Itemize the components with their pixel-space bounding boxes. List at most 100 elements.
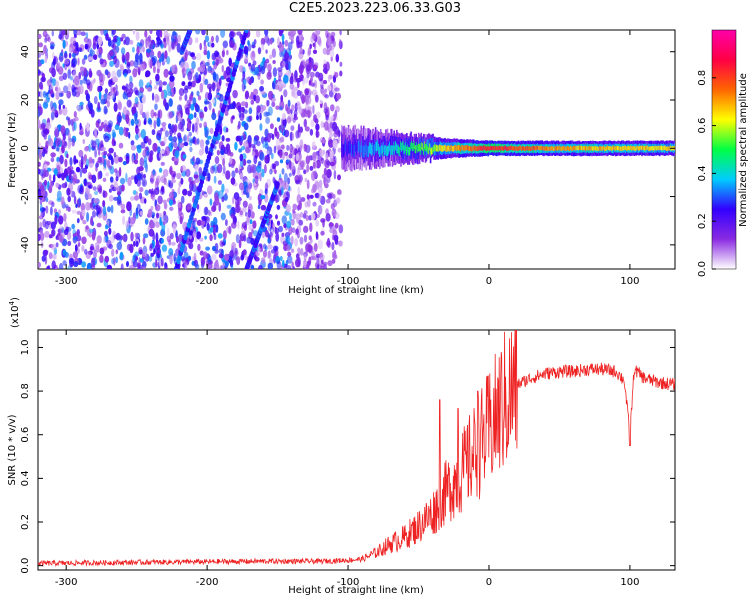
spectrogram-carrier-cell xyxy=(341,143,344,157)
spectrogram-noise-cell xyxy=(214,156,220,165)
spectrogram-noise-cell xyxy=(85,93,90,102)
spectrogram-noise-cell xyxy=(164,50,168,60)
spectrogram-noise-cell xyxy=(249,219,253,225)
spectrogram-noise-cell xyxy=(308,155,311,162)
spectrogram-noise-cell xyxy=(199,63,206,73)
y-tick-label: -20 xyxy=(20,188,31,204)
spectrogram-noise-cell xyxy=(263,243,267,250)
spectrogram-carrier-cell xyxy=(347,140,350,154)
spectrogram-carrier-cell xyxy=(600,146,603,151)
spectrogram-noise-cell xyxy=(107,206,111,213)
spectrogram-noise-cell xyxy=(300,248,304,256)
spectrogram-noise-cell xyxy=(211,98,216,104)
spectrogram-noise-cell xyxy=(158,80,163,90)
spectrogram-carrier-cell xyxy=(536,145,538,151)
spectrogram-noise-cell xyxy=(221,196,225,203)
spectrogram-noise-cell xyxy=(286,265,292,269)
spectrogram-noise-cell xyxy=(68,52,72,59)
spectrogram-noise-cell xyxy=(211,82,216,92)
spectrogram-noise-cell xyxy=(52,51,55,60)
spectrogram-noise-cell xyxy=(303,118,307,128)
spectrogram-noise-cell xyxy=(62,39,66,49)
spectrogram-noise-cell xyxy=(38,150,43,161)
spectrogram-carrier-cell xyxy=(597,146,599,151)
spectrogram-noise-cell xyxy=(108,195,114,202)
spectrogram-noise-cell xyxy=(132,68,138,78)
spectrogram-noise-cell xyxy=(339,70,343,77)
spectrogram-carrier-cell xyxy=(521,146,523,151)
spectrogram-noise-cell xyxy=(38,33,42,40)
spectrogram-carrier-cell xyxy=(421,142,423,150)
spectrogram-noise-cell xyxy=(155,73,160,82)
spectrogram-carrier-cell xyxy=(432,147,434,155)
spectrogram-carrier-cell xyxy=(560,146,563,151)
spectrogram-noise-cell xyxy=(156,117,161,127)
spectrogram-noise-cell xyxy=(87,38,92,49)
spectrogram-noise-cell xyxy=(230,177,236,185)
spectrogram-noise-cell xyxy=(290,235,294,245)
spectrogram-noise-cell xyxy=(54,126,59,131)
spectrogram-noise-cell xyxy=(275,232,280,242)
spectrogram-noise-cell xyxy=(187,71,193,81)
spectrogram-carrier-cell xyxy=(462,145,465,151)
spectrogram-carrier-cell xyxy=(632,146,635,151)
spectrogram-noise-cell xyxy=(38,119,41,129)
spectrogram-noise-cell xyxy=(198,237,204,242)
spectrogram-carrier-cell xyxy=(532,145,534,151)
spectrogram-noise-cell xyxy=(108,49,114,57)
spectrogram-carrier-cell xyxy=(660,146,663,151)
spectrogram-noise-cell xyxy=(160,127,164,132)
spectrogram-carrier-cell xyxy=(654,146,657,151)
spectrogram-noise-cell xyxy=(320,230,325,236)
spectrogram-noise-cell xyxy=(136,65,140,73)
spectrogram-noise-cell xyxy=(261,257,266,264)
spectrogram-noise-cell xyxy=(126,261,129,267)
spectrogram-noise-cell xyxy=(163,68,169,78)
spectrogram-noise-cell xyxy=(335,197,341,204)
spectrogram-noise-cell xyxy=(303,234,308,243)
spectrogram-noise-cell xyxy=(241,230,246,237)
spectrogram-noise-cell xyxy=(199,42,202,51)
spectrogram-noise-cell xyxy=(62,72,68,81)
spectrogram-noise-cell xyxy=(56,190,62,201)
spectrogram-noise-cell xyxy=(118,156,123,163)
spectrogram-noise-cell xyxy=(159,30,163,38)
spectrogram-noise-cell xyxy=(326,168,332,179)
spectrogram-noise-cell xyxy=(147,208,153,218)
spectrogram-noise-cell xyxy=(271,152,274,160)
spectrogram-noise-cell xyxy=(123,39,126,45)
spectrogram-noise-cell xyxy=(312,201,317,207)
spectrogram-noise-cell xyxy=(286,244,291,252)
spectrogram-streak-cell xyxy=(188,30,193,34)
spectrogram-noise-cell xyxy=(199,82,204,93)
spectrogram-carrier-cell xyxy=(466,145,468,151)
spectrogram-noise-cell xyxy=(319,253,325,261)
spectrogram-noise-cell xyxy=(255,30,261,38)
spectrogram-noise-cell xyxy=(267,69,272,78)
spectrogram-noise-cell xyxy=(40,204,43,213)
spectrogram-noise-cell xyxy=(209,260,213,265)
spectrogram-noise-cell xyxy=(327,84,332,92)
spectrogram-carrier-cell xyxy=(668,146,670,151)
spectrogram-noise-cell xyxy=(50,82,54,92)
spectrogram-noise-cell xyxy=(293,86,299,92)
spectrogram-noise-cell xyxy=(336,92,341,100)
spectrogram-noise-cell xyxy=(281,33,285,42)
spectrogram-carrier-cell xyxy=(644,146,647,151)
spectrogram-noise-cell xyxy=(147,39,154,50)
spectrogram-noise-cell xyxy=(282,259,285,268)
spectrogram-noise-cell xyxy=(119,235,124,241)
spectrogram-noise-cell xyxy=(218,93,224,102)
spectrogram-carrier-cell xyxy=(645,145,647,150)
spectrogram-carrier-cell xyxy=(633,146,636,151)
spectrogram-noise-cell xyxy=(210,165,215,174)
spectrogram-carrier-cell xyxy=(452,146,455,152)
spectrogram-noise-cell xyxy=(151,92,155,101)
spectrogram-noise-cell xyxy=(229,103,235,110)
spectrogram-noise-cell xyxy=(325,114,329,121)
spectrogram-noise-cell xyxy=(214,195,220,206)
spectrogram-carrier-cell xyxy=(412,143,414,152)
spectrogram-noise-cell xyxy=(312,104,315,115)
spectrogram-noise-cell xyxy=(321,259,324,264)
spectrogram-noise-cell xyxy=(264,155,269,164)
